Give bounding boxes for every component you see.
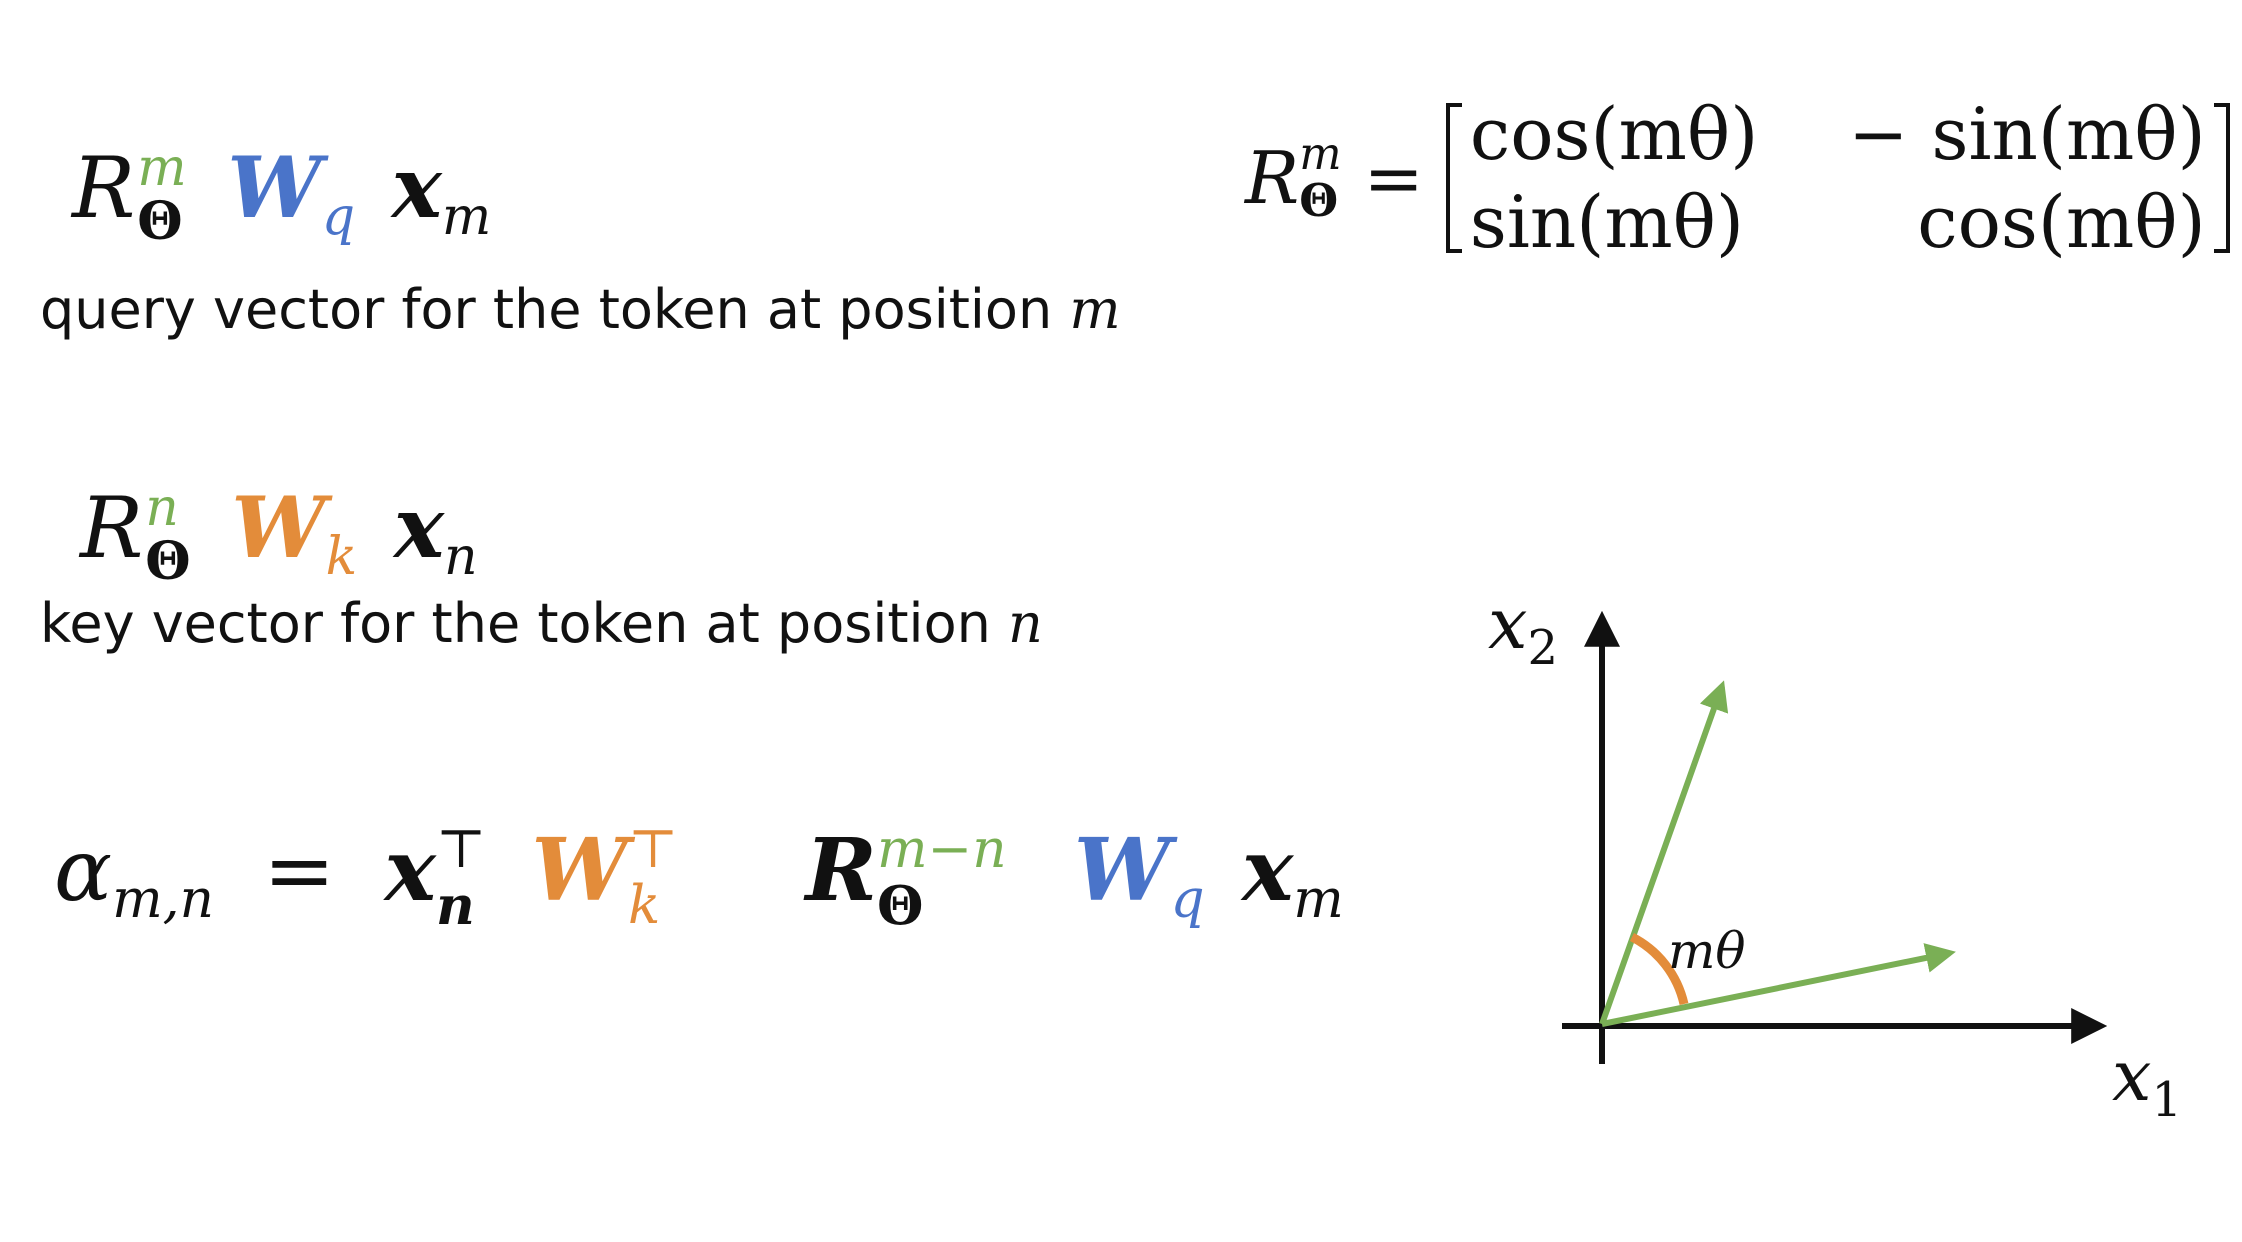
matrix-cell-r2c2: cos(mθ) — [1917, 180, 2206, 264]
key-input-vector: x — [393, 478, 445, 577]
key-caption: key vector for the token at position n — [40, 592, 1043, 655]
query-input-vector: x — [391, 138, 442, 237]
key-caption-text: key vector for the token at position — [40, 592, 991, 655]
attention-query-input-vector: x — [1241, 820, 1294, 921]
key-input-subscript: n — [444, 526, 478, 587]
x1-axis-label: x1 — [2112, 1035, 2182, 1128]
attention-rotation-scripts: m−n Θ — [877, 817, 1007, 937]
attention-key-weight-transpose: ⊤ — [628, 817, 679, 880]
x2-axis-label: x2 — [1488, 583, 1558, 676]
attention-alpha: α — [54, 821, 113, 921]
query-weight-matrix: W — [227, 138, 322, 237]
key-weight-matrix: W — [231, 478, 326, 577]
matrix-cell-r1c1: cos(mθ) — [1469, 92, 1759, 176]
query-rotation-subscript: Θ — [137, 191, 183, 253]
attention-query-weight-matrix: W — [1073, 820, 1171, 921]
matrix-cell-r2c1: sin(mθ) — [1469, 180, 1745, 264]
rotation-matrix: cos(mθ) − sin(mθ) sin(mθ) cos(mθ) — [1445, 92, 2230, 264]
rotated-vector — [1599, 680, 1729, 1026]
attention-equals: = — [263, 821, 336, 921]
original-vector — [1601, 943, 1956, 1027]
angle-arc — [1629, 932, 1689, 1006]
rotation-matrix-superscript: m — [1299, 128, 1342, 181]
matrix-right-bracket — [2213, 103, 2230, 253]
attention-query-input-subscript: m — [1293, 868, 1344, 931]
attention-key-input-transpose: ⊤ — [435, 817, 487, 880]
query-input-subscript: m — [441, 186, 492, 247]
attention-rotation-subscript: Θ — [877, 873, 924, 937]
attention-query-weight-subscript: q — [1170, 868, 1205, 931]
query-caption-variable: m — [1069, 278, 1121, 341]
key-caption-variable: n — [1008, 592, 1043, 655]
key-weight-subscript: k — [325, 526, 358, 587]
matrix-cell-r1c2: − sin(mθ) — [1848, 92, 2206, 176]
query-weight-subscript: q — [321, 186, 356, 247]
rotation-matrix-equals: = — [1363, 136, 1424, 220]
query-caption-text: query vector for the token at position — [40, 278, 1053, 341]
query-rotation-superscript: m — [137, 137, 187, 198]
key-rotation-superscript: n — [145, 477, 179, 538]
attention-key-weight-matrix: W — [531, 820, 629, 921]
key-rotation-subscript: Θ — [145, 531, 191, 593]
rotation-matrix-symbol: R — [1245, 136, 1300, 220]
attention-key-input-subscript: n — [435, 873, 475, 937]
attention-alpha-subscript: m,n — [112, 868, 214, 931]
attention-key-input-vector: x — [384, 820, 436, 921]
attention-key-weight-scripts: ⊤ k — [628, 817, 679, 936]
attention-key-weight-subscript: k — [628, 873, 661, 936]
attention-rotation-superscript: m−n — [877, 817, 1007, 880]
attention-rotation-symbol: R — [805, 820, 877, 921]
matrix-left-bracket — [1445, 103, 1462, 253]
attention-key-input-scripts: ⊤ n — [435, 817, 487, 937]
query-caption: query vector for the token at position m — [40, 278, 1121, 341]
rotation-symbol-key: R — [80, 479, 144, 577]
rotation-symbol-query: R — [72, 139, 136, 237]
matrix-grid: cos(mθ) − sin(mθ) sin(mθ) cos(mθ) — [1462, 92, 2214, 264]
angle-label: mθ — [1668, 922, 1746, 980]
rotation-matrix-subscript: Θ — [1299, 174, 1339, 228]
